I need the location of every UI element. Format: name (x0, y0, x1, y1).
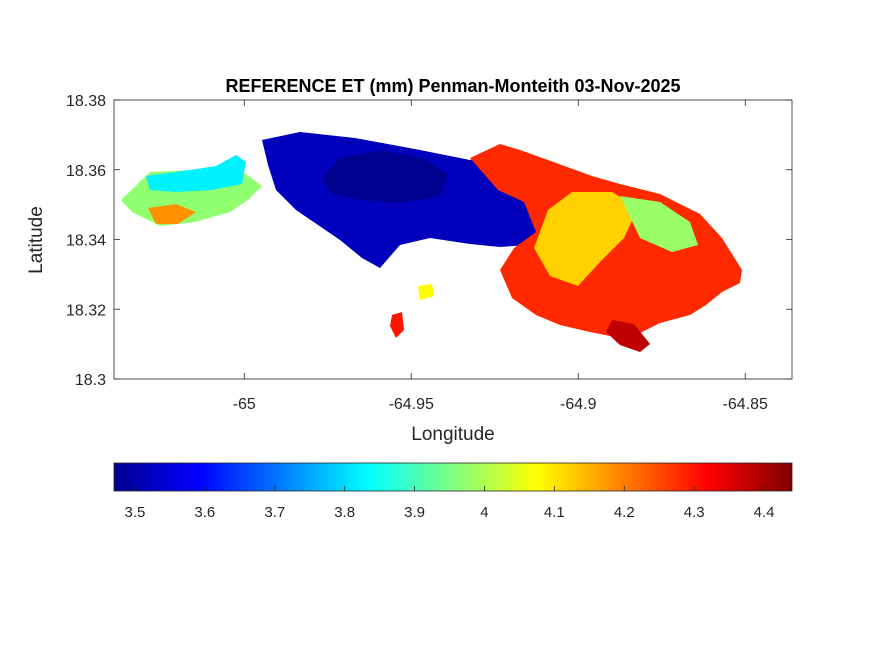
colorbar-tick-label: 3.5 (125, 504, 146, 521)
y-axis: 18.38 18.36 18.34 18.32 18.3 (66, 93, 792, 389)
map-zone-east-interior (534, 192, 638, 286)
colorbar-tick-label: 3.8 (334, 504, 355, 521)
y-tick-label: 18.34 (66, 233, 106, 250)
y-axis-label: Latitude (26, 206, 47, 274)
x-axis-label: Longitude (411, 424, 494, 445)
et-contour-map (121, 132, 742, 352)
y-tick-label: 18.3 (75, 372, 106, 389)
map-zone-northwest-cyan (146, 155, 246, 192)
colorbar-tick-label: 3.6 (194, 504, 215, 521)
map-zone-southeast-dark (606, 320, 650, 352)
map-zone-islet-south (390, 312, 404, 338)
x-axis: -65 -64.95 -64.9 -64.85 (233, 100, 768, 413)
x-tick-label: -64.85 (723, 396, 768, 413)
map-zone-coral-bay-green (620, 196, 698, 252)
y-tick-label: 18.32 (66, 302, 106, 319)
y-tick-label: 18.38 (66, 93, 106, 110)
colorbar-tick-label: 4.1 (544, 504, 565, 521)
colorbar-tick-label: 3.9 (404, 504, 425, 521)
colorbar-tick-label: 4.2 (614, 504, 635, 521)
y-tick-label: 18.36 (66, 163, 106, 180)
colorbar-tick-label: 4.4 (754, 504, 775, 521)
colorbar-tick-label: 4.3 (684, 504, 705, 521)
colorbar-tick-label: 4 (480, 504, 488, 521)
colorbar-tick-label: 3.7 (264, 504, 285, 521)
x-tick-label: -65 (233, 396, 256, 413)
map-zone-south-west-orange (148, 204, 196, 224)
x-tick-label: -64.9 (560, 396, 597, 413)
colorbar (113, 462, 793, 492)
x-tick-label: -64.95 (389, 396, 434, 413)
map-zone-islet-small (418, 284, 434, 300)
chart-title: REFERENCE ET (mm) Penman-Monteith 03-Nov… (225, 76, 680, 96)
map-zone-central-low-core (322, 150, 448, 203)
colorbar-ticks: 3.5 3.6 3.7 3.8 3.9 4 4.1 4.2 4.3 4.4 (125, 486, 775, 521)
